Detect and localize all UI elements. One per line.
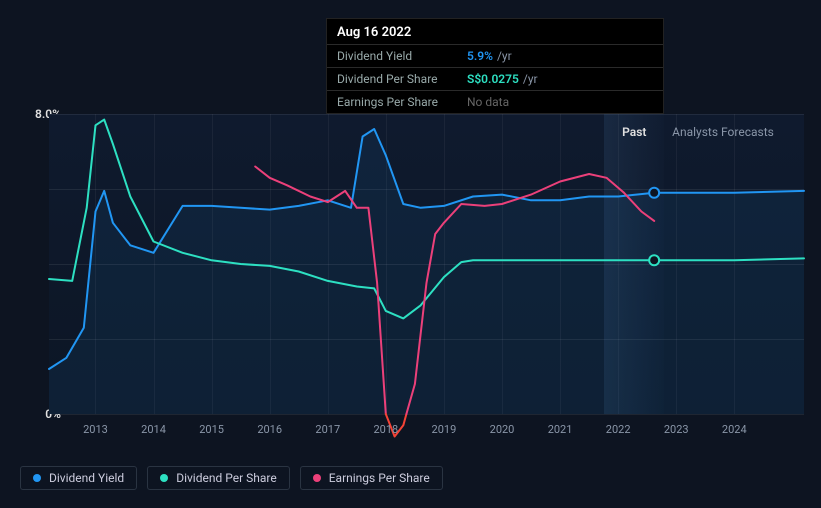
x-tick-label: 2019	[432, 423, 457, 436]
tooltip-row: Earnings Per ShareNo data	[327, 90, 663, 113]
legend-label: Dividend Per Share	[176, 471, 277, 485]
legend-item-dividend_per_share[interactable]: Dividend Per Share	[147, 466, 290, 490]
tooltip-row-label: Earnings Per Share	[337, 93, 467, 111]
x-tick-label: 2018	[373, 423, 398, 436]
tooltip-row-value: S$0.0275/yr	[467, 70, 538, 88]
x-tick-label: 2020	[490, 423, 515, 436]
chart-lines	[49, 114, 804, 414]
tooltip-row-label: Dividend Yield	[337, 47, 467, 65]
region-label-forecast: Analysts Forecasts	[672, 125, 774, 139]
x-tick-label: 2021	[548, 423, 573, 436]
tooltip-row-value: No data	[467, 93, 509, 111]
marker-dividend_per_share	[649, 255, 659, 265]
legend-label: Dividend Yield	[49, 471, 124, 485]
tooltip-row-label: Dividend Per Share	[337, 70, 467, 88]
x-tick-label: 2017	[315, 423, 340, 436]
legend-dot	[160, 474, 168, 482]
tooltip-row-value: 5.9%/yr	[467, 47, 512, 65]
legend-dot	[33, 474, 41, 482]
legend-item-earnings_per_share[interactable]: Earnings Per Share	[300, 466, 443, 490]
tooltip-row: Dividend Per ShareS$0.0275/yr	[327, 67, 663, 90]
region-label-past: Past	[622, 125, 646, 139]
tooltip: Aug 16 2022 Dividend Yield5.9%/yrDividen…	[326, 18, 664, 114]
legend-label: Earnings Per Share	[329, 471, 430, 485]
legend: Dividend Yield Dividend Per Share Earnings…	[20, 466, 443, 490]
area-dividend-yield	[49, 129, 804, 414]
x-tick-label: 2024	[722, 423, 747, 436]
x-tick-label: 2013	[83, 423, 108, 436]
x-tick-label: 2014	[141, 423, 166, 436]
legend-dot	[313, 474, 321, 482]
marker-dividend_yield	[649, 188, 659, 198]
legend-item-dividend_yield[interactable]: Dividend Yield	[20, 466, 137, 490]
x-tick-label: 2023	[664, 423, 689, 436]
tooltip-row: Dividend Yield5.9%/yr	[327, 44, 663, 67]
chart-plot	[49, 114, 804, 414]
x-tick-label: 2015	[199, 423, 224, 436]
x-tick-label: 2022	[606, 423, 631, 436]
tooltip-date: Aug 16 2022	[327, 19, 663, 44]
gridline-h	[49, 414, 804, 415]
x-tick-label: 2016	[257, 423, 282, 436]
